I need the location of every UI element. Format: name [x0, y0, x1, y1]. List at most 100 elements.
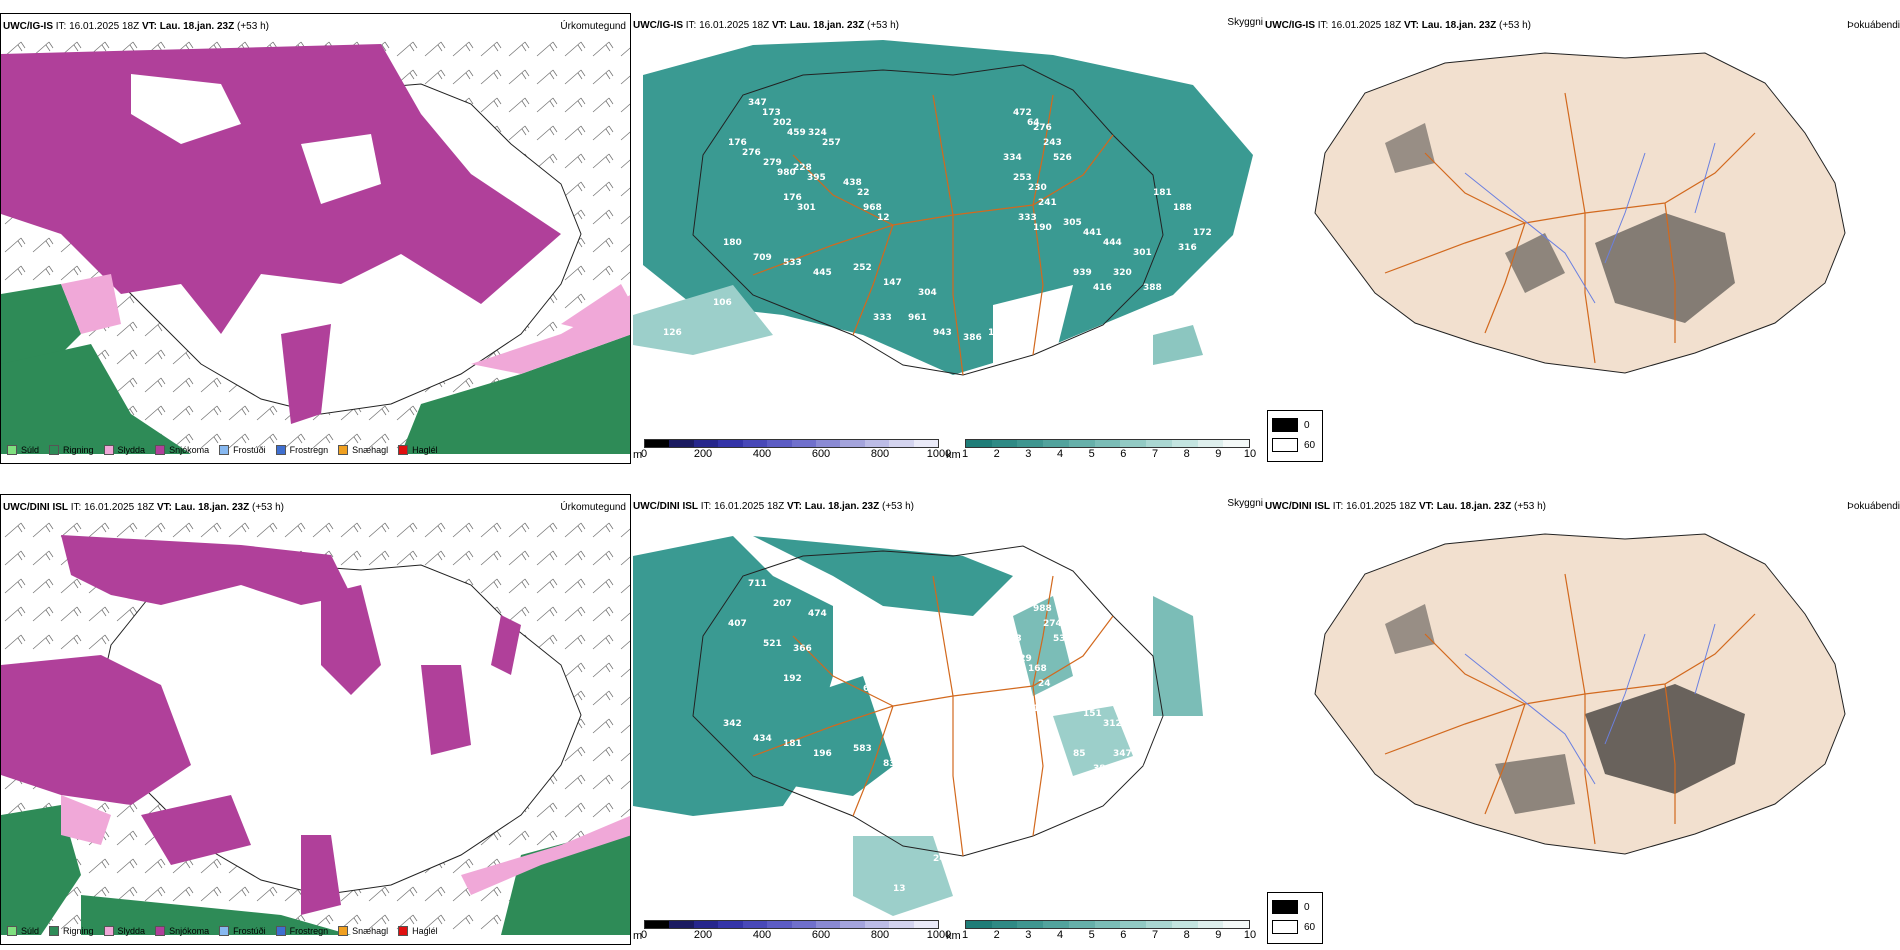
cloudbase-label: 179	[1033, 704, 1052, 714]
colorbar-box	[1068, 440, 1095, 447]
cloudbase-label: 176	[783, 193, 802, 203]
cloudbase-label: 207	[1028, 839, 1047, 849]
cloudbase-label: 243	[1043, 138, 1062, 148]
colorbar-box	[1068, 921, 1095, 928]
cloudbase-label: 305	[1063, 218, 1082, 228]
colorbar-box	[693, 440, 719, 447]
colorbar-box	[889, 440, 914, 447]
cloudbase-label: 501	[908, 794, 927, 804]
road-network	[752, 575, 1114, 857]
cloudbase-label: 48	[1018, 694, 1031, 704]
colorbar-tick: 8	[1183, 448, 1190, 460]
colorbar-box	[791, 440, 816, 447]
cloudbase-label: 101	[963, 874, 982, 884]
colorbar-tick: 1000	[926, 448, 952, 460]
sleet-area	[561, 284, 630, 334]
cloudbase-label: 959	[1013, 589, 1032, 599]
colorbar-box	[1223, 440, 1250, 447]
visibility-unit: km	[946, 449, 961, 461]
visibility-area	[1153, 325, 1203, 365]
cloudbase-label: 347	[748, 98, 767, 108]
cloudbase-label: 407	[728, 619, 747, 629]
cloudbase-label: 374	[1043, 373, 1062, 383]
visibility-colorbar: 1 2 3 4 5 6 7 8 9 10	[961, 439, 1256, 460]
cloudbase-label: 386	[963, 333, 982, 343]
colorbar-box	[645, 440, 670, 447]
cloudbase-label: 371	[963, 814, 982, 824]
precip-title: Úrkomutegund	[560, 502, 626, 513]
legend-item: Frostregn	[275, 445, 328, 455]
cloudbase-label: 521	[763, 639, 782, 649]
cloudbase-label: 283	[963, 393, 982, 403]
legend-swatch	[103, 445, 114, 455]
fog-low-area	[1505, 233, 1565, 293]
cloudbase-label: 172	[1193, 228, 1212, 238]
cloudbase-label: 276	[742, 148, 761, 158]
cloudbase-label: 202	[773, 118, 792, 128]
visibility-area	[853, 836, 953, 916]
iceland-land	[1314, 533, 1846, 855]
colorbar-tick: 9	[1215, 448, 1222, 460]
colorbar-box	[718, 921, 743, 928]
rain-area	[1, 344, 191, 454]
sleet-area	[461, 815, 630, 895]
cloudbase-label: 333	[1018, 213, 1037, 223]
panel-header: UWC/DINI ISL IT: 16.01.2025 18Z VT: Lau.…	[3, 502, 284, 513]
snow-area	[491, 615, 521, 675]
legend-swatch	[7, 445, 17, 455]
legend-item: Frostúði	[219, 445, 266, 455]
cloudbase-label: 176	[728, 138, 747, 148]
legend-item: Haglél	[398, 926, 438, 936]
sleet-area	[61, 274, 121, 334]
colorbar-tick: 2	[993, 929, 1000, 941]
fog-legend-row: 0	[1272, 415, 1318, 435]
legend-swatch	[275, 445, 286, 455]
colorbar-box	[864, 440, 890, 447]
cloudbase-label: 257	[822, 138, 841, 148]
cloudbase-label: 342	[723, 719, 742, 729]
visibility-ticks: 1 2 3 4 5 6 7 8 9 10	[962, 929, 1256, 941]
cloudbase-label: 127	[873, 794, 892, 804]
cloudbase-label: 943	[933, 328, 952, 338]
cloudbase-label: 279	[763, 158, 782, 168]
cloudbase-label: 434	[753, 734, 772, 744]
cloudbase-label: 196	[813, 749, 832, 759]
legend-swatch	[219, 445, 230, 455]
colorbar-box	[669, 440, 694, 447]
cloudbase-label: 334	[1003, 153, 1022, 163]
colorbar-box	[991, 440, 1018, 447]
colorbar-tick: 9	[1215, 929, 1222, 941]
fog-legend-row: 60	[1272, 917, 1318, 937]
cloud-title: Skyggni	[1227, 498, 1263, 509]
river-network	[1464, 623, 1716, 785]
colorbar-box	[840, 921, 865, 928]
fog-legend: 0 60	[1267, 892, 1323, 944]
fog-panel-1: UWC/IG-IS IT: 16.01.2025 18Z VT: Lau. 18…	[1265, 13, 1900, 464]
cloudbase-label: 711	[748, 579, 767, 589]
colorbar-box	[815, 921, 841, 928]
cloudbase-label: 968	[863, 203, 882, 213]
colorbar-tick: 1	[961, 448, 969, 460]
colorbar-tick: 800	[870, 448, 890, 460]
colorbar-tick: 6	[1120, 929, 1127, 941]
cloud-title: Skyggni	[1227, 17, 1263, 28]
colorbar-box	[1094, 921, 1121, 928]
cloudbase-label: 283	[933, 809, 952, 819]
model-name: UWC/DINI ISL	[3, 502, 68, 513]
colorbar-tick: 0	[640, 448, 648, 460]
cloudbase-label: 378	[893, 403, 912, 413]
cloudbase-label: 301	[1133, 248, 1152, 258]
snow-area	[281, 324, 331, 424]
precip-type-panel-1: UWC/IG-IS IT: 16.01.2025 18Z VT: Lau. 18…	[0, 13, 631, 464]
legend-item: Snjókoma	[155, 445, 209, 455]
colorbar-box	[1120, 440, 1147, 447]
colorbar-tick: 600	[811, 448, 831, 460]
cloudbase-label: 939	[1073, 268, 1092, 278]
fog-legend: 0 60	[1267, 410, 1323, 462]
colorbar-box	[1171, 440, 1198, 447]
cloudbase-label: 274	[1043, 619, 1062, 629]
cloudbase-unit: m	[633, 930, 643, 942]
cloudbase-boxes	[644, 920, 939, 929]
iceland-outline	[692, 545, 1164, 857]
